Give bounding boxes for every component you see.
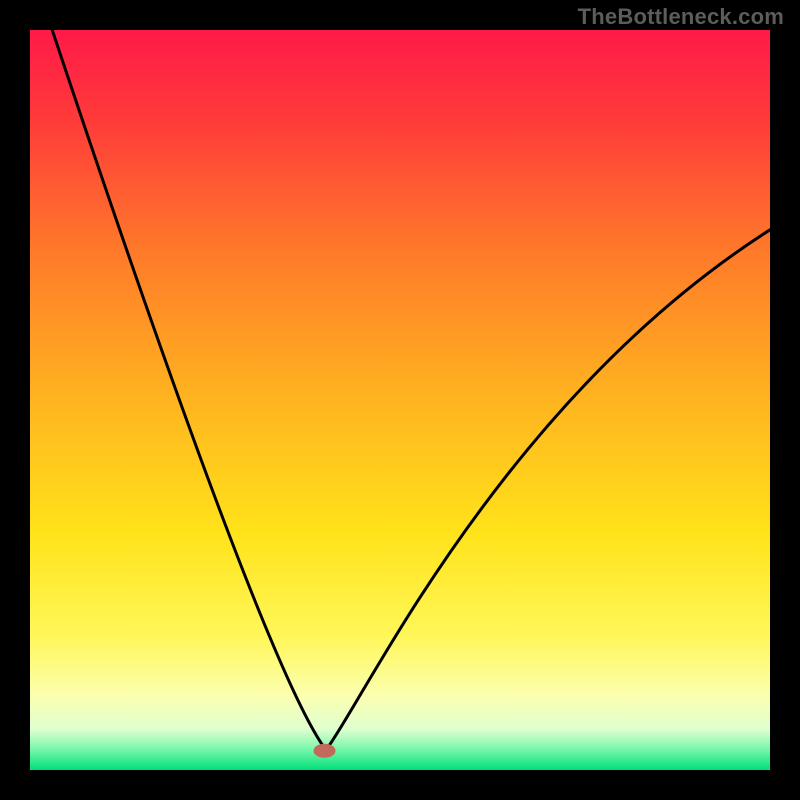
- vertex-marker: [314, 744, 336, 758]
- chart-frame: TheBottleneck.com: [0, 0, 800, 800]
- watermark-text: TheBottleneck.com: [578, 4, 784, 30]
- plot-area: [30, 30, 770, 770]
- bottleneck-curve: [30, 30, 770, 770]
